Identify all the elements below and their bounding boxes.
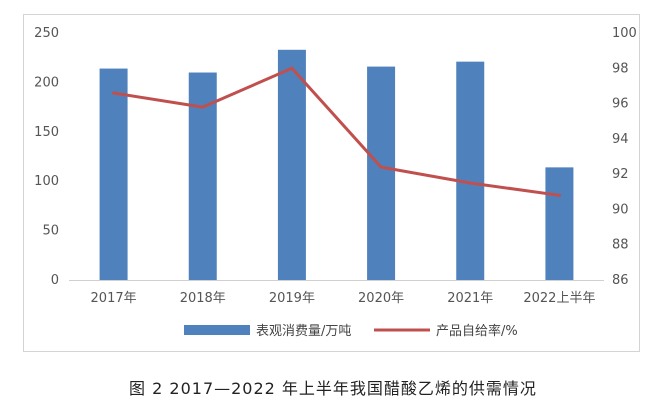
x-tick-label: 2019年 [269, 291, 315, 306]
line-point [290, 66, 294, 70]
y-left-tick-label: 250 [34, 26, 59, 41]
chart-svg: 0 50 100 150 200 250 86 88 90 92 94 96 98 100 2017年 201… [34, 26, 637, 339]
line-point [468, 181, 472, 185]
y-right-tick-label: 90 [612, 202, 629, 217]
line-point [557, 193, 561, 197]
line-point [112, 91, 116, 95]
bar [99, 68, 128, 281]
bar [367, 66, 396, 280]
bar [456, 61, 485, 280]
x-tick-label: 2022上半年 [523, 291, 595, 306]
y-right-tick-label: 88 [612, 238, 629, 253]
y-right-tick-label: 96 [612, 97, 629, 112]
y-left-tick-label: 50 [42, 224, 59, 239]
figure-caption: 图 2 2017—2022 年上半年我国醋酸乙烯的供需情况 [129, 379, 537, 398]
y-right-tick-label: 94 [612, 132, 629, 147]
legend-label-self-sufficiency: 产品自给率/% [436, 323, 518, 339]
x-tick-label: 2021年 [447, 291, 493, 306]
line-point [201, 105, 205, 109]
line-series-self-sufficiency [112, 66, 561, 197]
bar [277, 49, 306, 280]
y-right-tick-label: 86 [612, 273, 629, 288]
chart-frame: 0 50 100 150 200 250 86 88 90 92 94 96 98 100 2017年 201… [23, 14, 640, 352]
legend-swatch-bar [184, 325, 250, 335]
y-right-tick-label: 98 [612, 61, 629, 76]
y-left-tick-label: 0 [51, 273, 59, 288]
y-left-tick-label: 200 [34, 75, 59, 90]
y-left-tick-label: 150 [34, 125, 59, 140]
bar [545, 167, 574, 280]
line-point [379, 165, 383, 169]
legend-label-consumption: 表观消费量/万吨 [256, 324, 351, 339]
x-tick-label: 2018年 [180, 291, 226, 306]
y-left-tick-label: 100 [34, 174, 59, 189]
x-tick-label: 2017年 [91, 291, 137, 306]
y-right-tick-label: 92 [612, 167, 629, 182]
y-right-tick-label: 100 [612, 26, 637, 41]
x-tick-label: 2020年 [358, 291, 404, 306]
